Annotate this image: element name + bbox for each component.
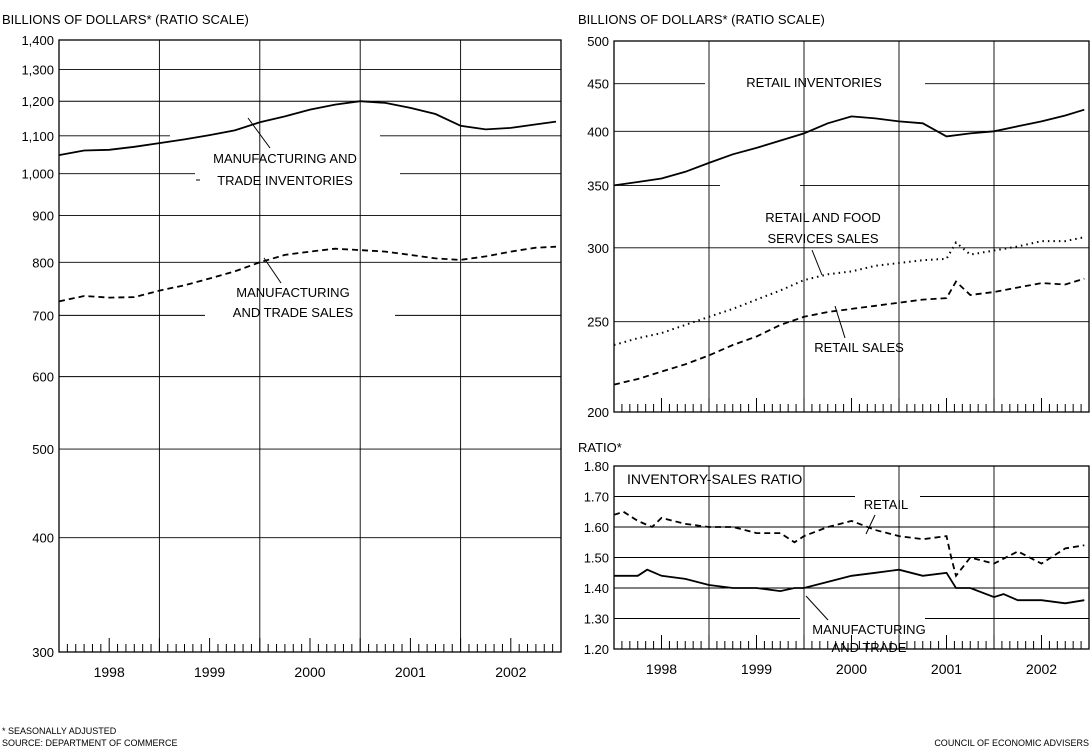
y-tick-label: 350 — [587, 178, 609, 193]
y-tick-label: 1,400 — [21, 33, 54, 48]
series-label-rt-food-line1: RETAIL AND FOOD — [765, 210, 881, 225]
leader-mt-sales — [263, 257, 282, 284]
plot-frame-ratio — [613, 465, 1090, 650]
leader-rt-food — [811, 249, 823, 276]
series-label-rt-sales: RETAIL SALES — [814, 340, 904, 355]
series-label-mt-sales-line2: AND TRADE SALES — [233, 305, 354, 320]
chart-retail: BILLIONS OF DOLLARS* (RATIO SCALE) 200 25… — [578, 12, 1090, 420]
plot-frame-retail — [613, 40, 1090, 413]
y-tick-label: 1.70 — [584, 490, 609, 505]
series-line-rt-sales — [613, 277, 1085, 386]
series-line-mt-sales — [58, 245, 557, 303]
y-tick-label: 1,100 — [21, 129, 54, 144]
y-tick-label: 400 — [32, 531, 54, 546]
chart-manufacturing-trade: BILLIONS OF DOLLARS* (RATIO SCALE) 300 40… — [2, 12, 562, 680]
y-tick-label: 500 — [587, 34, 609, 49]
y-tick-label: 1.20 — [584, 642, 609, 657]
series-line-mt-inv — [58, 100, 557, 156]
series-label-mt-inv-line1: MANUFACTURING AND — [213, 151, 357, 166]
y-tick-label: 250 — [587, 315, 609, 330]
y-tick-label: 450 — [587, 77, 609, 92]
y-tick-label: 1,000 — [21, 167, 54, 182]
x-year-label: 2002 — [1026, 661, 1057, 677]
series-label-rt-inv: RETAIL INVENTORIES — [746, 75, 882, 90]
y-tick-label: 200 — [587, 405, 609, 420]
source-note: SOURCE: DEPARTMENT OF COMMERCE — [2, 738, 178, 748]
panel-title-ratio: INVENTORY-SALES RATIO — [627, 471, 802, 487]
series-label-ratio-mt-line1: MANUFACTURING — [812, 622, 925, 637]
credit-note: COUNCIL OF ECONOMIC ADVISERS — [934, 738, 1089, 748]
x-year-label: 2002 — [495, 664, 526, 680]
y-tick-label: 700 — [32, 308, 54, 323]
series-line-rt-food — [613, 236, 1085, 346]
y-tick-label: 900 — [32, 209, 54, 224]
plot-frame-left — [58, 39, 562, 653]
x-year-label: 1998 — [94, 664, 125, 680]
series-label-ratio-retail: RETAIL — [864, 497, 909, 512]
y-tick-label: 800 — [32, 255, 54, 270]
y-tick-label: 1.80 — [584, 459, 609, 474]
x-year-label: 1999 — [194, 664, 225, 680]
leader-rt-sales — [834, 305, 846, 339]
series-line-ratio-mt — [614, 568, 1085, 605]
series-line-ratio-retail — [613, 510, 1085, 578]
y-tick-label: 300 — [32, 645, 54, 660]
y-tick-label: 1.40 — [584, 581, 609, 596]
chart-inventory-sales-ratio: RATIO* 1.20 1.30 1.40 1.50 1.60 1.70 1.80 1998… — [578, 440, 1090, 677]
chart-title-right: BILLIONS OF DOLLARS* (RATIO SCALE) — [578, 12, 825, 27]
y-tick-label: 500 — [32, 442, 54, 457]
series-label-rt-food-line2: SERVICES SALES — [767, 231, 878, 246]
y-tick-label: 600 — [32, 370, 54, 385]
series-label-ratio-mt-line2: AND TRADE — [832, 640, 907, 655]
leader-ratio-retail — [865, 514, 876, 535]
y-tick-label: 1.30 — [584, 612, 609, 627]
x-year-label: 1998 — [646, 661, 677, 677]
footnote: * SEASONALLY ADJUSTED — [2, 726, 117, 736]
series-label-mt-inv-line2: TRADE INVENTORIES — [217, 173, 353, 188]
leader-mt-inv — [247, 117, 271, 149]
y-tick-label: 1,300 — [21, 62, 54, 77]
chart-title-ratio: RATIO* — [578, 440, 622, 455]
x-year-label: 2000 — [836, 661, 867, 677]
x-year-label: 2001 — [931, 661, 962, 677]
x-year-label: 1999 — [741, 661, 772, 677]
y-tick-label: 1.50 — [584, 551, 609, 566]
y-tick-label: 1,200 — [21, 94, 54, 109]
x-year-label: 2000 — [294, 664, 325, 680]
leader-ratio-mt — [805, 595, 829, 621]
y-tick-label: 400 — [587, 124, 609, 139]
x-year-label: 2001 — [395, 664, 426, 680]
y-tick-label: 300 — [587, 241, 609, 256]
series-label-mt-sales-line1: MANUFACTURING — [236, 285, 349, 300]
y-tick-label: 1.60 — [584, 520, 609, 535]
series-line-rt-inv — [613, 108, 1085, 187]
chart-title-left: BILLIONS OF DOLLARS* (RATIO SCALE) — [2, 12, 249, 27]
